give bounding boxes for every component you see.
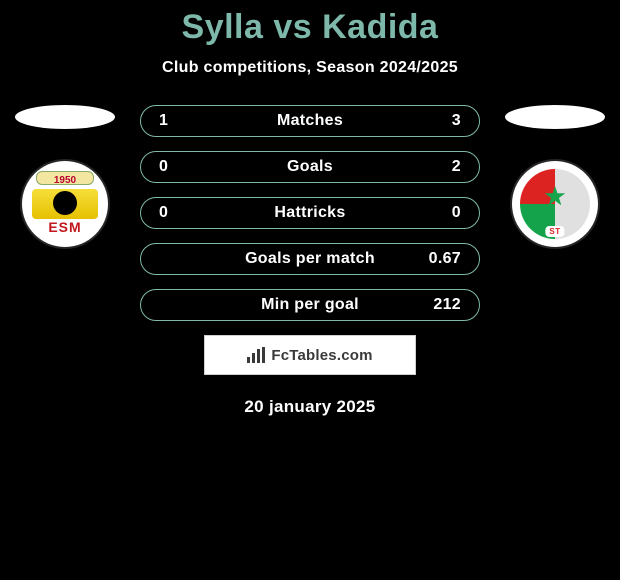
- stat-row-hattricks: 0 Hattricks 0: [140, 197, 480, 229]
- brand-text: FcTables.com: [271, 347, 372, 364]
- stat-row-matches: 1 Matches 3: [140, 105, 480, 137]
- left-player-pill: [15, 105, 115, 129]
- stat-right-value: 212: [421, 296, 461, 314]
- page-title: Sylla vs Kadida: [0, 0, 620, 47]
- subhead-season: Club competitions, Season 2024/2025: [0, 59, 620, 77]
- stat-right-value: 3: [421, 112, 461, 130]
- stat-row-goals: 0 Goals 2: [140, 151, 480, 183]
- snapshot-date: 20 january 2025: [0, 397, 620, 417]
- stat-label: Min per goal: [199, 296, 421, 314]
- left-badge-year: 1950: [52, 175, 78, 186]
- stat-left-value: 1: [159, 112, 199, 130]
- stat-label: Hattricks: [199, 204, 421, 222]
- stat-row-goals-per-match: Goals per match 0.67: [140, 243, 480, 275]
- left-badge-abbr: ESM: [22, 219, 108, 235]
- stat-right-value: 0.67: [421, 250, 461, 268]
- stats-table: 1 Matches 3 0 Goals 2 0 Hattricks 0 Goal…: [140, 105, 480, 321]
- stat-left-value: 0: [159, 158, 199, 176]
- brand-link[interactable]: FcTables.com: [204, 335, 416, 375]
- stat-label: Goals per match: [199, 250, 421, 268]
- right-badge-abbr: ST: [545, 226, 564, 237]
- content-area: 1950 ESM ★ ST 1 Matches 3 0 Goals 2 0 Ha…: [0, 105, 620, 417]
- stat-right-value: 2: [421, 158, 461, 176]
- right-club-badge: ★ ST: [512, 161, 598, 247]
- right-player-column: ★ ST: [500, 105, 610, 247]
- bars-icon: [247, 347, 265, 363]
- left-player-column: 1950 ESM: [10, 105, 120, 247]
- left-club-badge: 1950 ESM: [22, 161, 108, 247]
- stat-row-min-per-goal: Min per goal 212: [140, 289, 480, 321]
- stat-label: Goals: [199, 158, 421, 176]
- right-player-pill: [505, 105, 605, 129]
- stat-label: Matches: [199, 112, 421, 130]
- stat-right-value: 0: [421, 204, 461, 222]
- stat-left-value: 0: [159, 204, 199, 222]
- star-icon: ★: [543, 183, 566, 209]
